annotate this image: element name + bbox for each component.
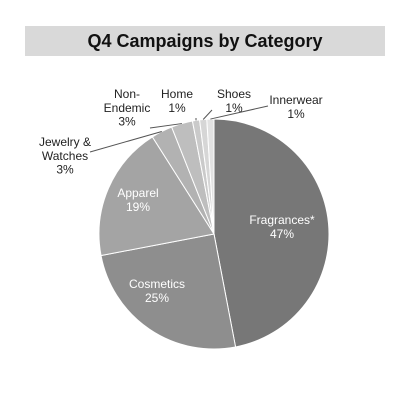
slice-cosmetics [100,233,237,350]
slice-label-non-endemic: Non-Endemic 3% [104,87,151,129]
slice-apparel [98,136,215,257]
slice-label-home: Home 1% [161,87,193,115]
slice-label-fragrances: Fragrances* 47% [249,213,315,241]
chart-title: Q4 Campaigns by Category [87,30,323,51]
slice-label-cosmetics: Cosmetics 25% [129,277,185,305]
chart-title-bar: Q4 Campaigns by Category [25,26,385,56]
leader-line-shoes [202,109,213,120]
leader-line-jewelry-watches [89,131,162,153]
slice-label-jewelry-watches: Jewelry & Watches 3% [39,135,91,177]
leader-lines [89,105,269,153]
slice-label-apparel: Apparel 19% [117,186,158,214]
slice-innerwear [206,118,215,235]
slice-fragrances [213,118,330,348]
leader-line-non-endemic [149,123,182,129]
leader-line-innerwear [210,105,269,120]
slice-label-innerwear: Innerwear 1% [269,93,322,121]
slice-label-shoes: Shoes 1% [217,87,251,115]
pie-slices [98,118,330,350]
slice-labels: Fragrances* 47% Cosmetics 25% Apparel 19% Jewe… [39,87,323,305]
